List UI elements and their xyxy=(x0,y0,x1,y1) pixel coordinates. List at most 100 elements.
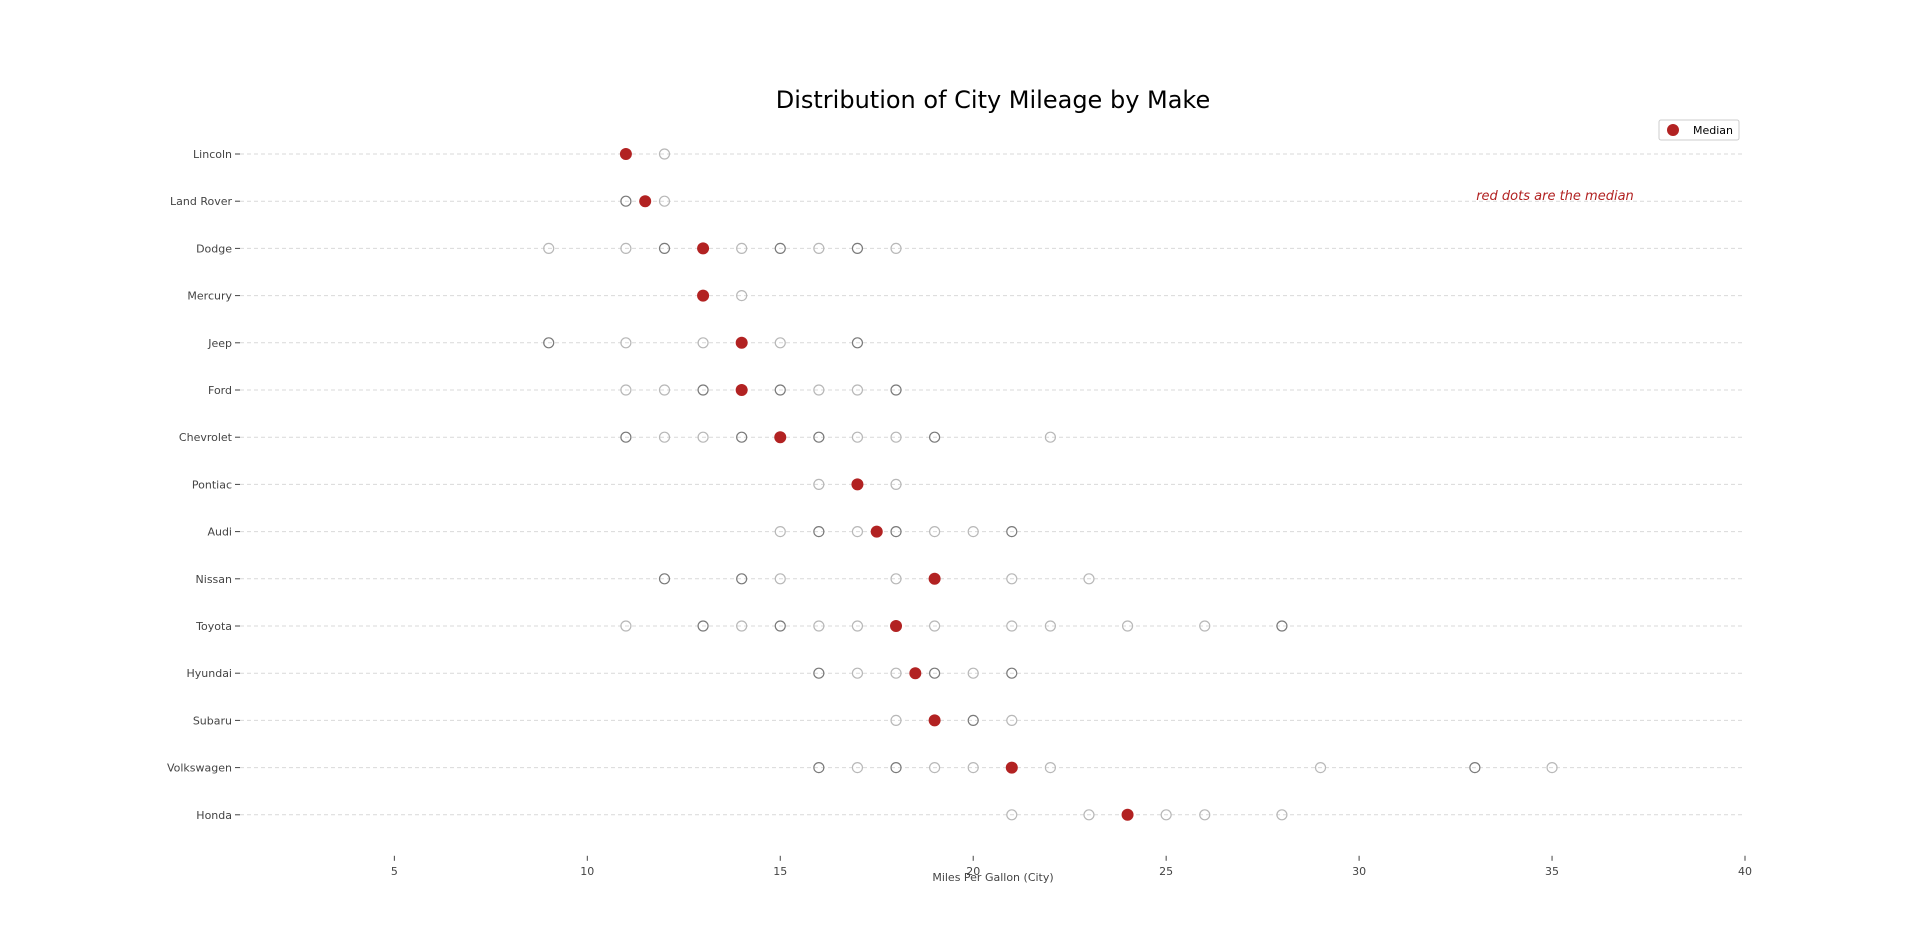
data-point-land-rover xyxy=(658,195,671,207)
data-point-nissan xyxy=(890,573,902,585)
data-point-volkswagen xyxy=(1546,761,1558,774)
median-point-lincoln xyxy=(619,148,632,160)
data-point-land-rover xyxy=(620,195,632,207)
data-point-toyota xyxy=(697,620,709,632)
median-point-chevrolet xyxy=(774,431,787,444)
data-point-hyundai xyxy=(929,667,941,679)
data-point-ford xyxy=(774,384,786,396)
data-point-volkswagen xyxy=(1314,761,1327,774)
data-point-volkswagen xyxy=(890,761,902,774)
data-point-ford xyxy=(813,384,825,396)
data-point-nissan xyxy=(658,573,671,585)
legend: Median xyxy=(1658,119,1740,141)
ytick-label-jeep: Jeep xyxy=(207,337,232,350)
data-point-jeep xyxy=(774,337,786,349)
data-point-pontiac xyxy=(890,478,902,490)
grid-layer xyxy=(240,153,1745,816)
data-point-toyota xyxy=(851,620,864,632)
median-point-pontiac xyxy=(851,478,864,491)
data-point-volkswagen xyxy=(967,761,979,774)
data-point-chevrolet xyxy=(1044,431,1056,443)
median-point-volkswagen xyxy=(1005,761,1018,774)
data-point-toyota xyxy=(1044,620,1056,632)
data-point-honda xyxy=(1083,809,1095,821)
data-point-jeep xyxy=(851,337,864,349)
data-point-toyota xyxy=(1006,620,1018,632)
data-point-audi xyxy=(967,525,979,538)
data-point-volkswagen xyxy=(1044,761,1056,774)
data-point-pontiac xyxy=(813,478,825,490)
ytick-label-subaru: Subaru xyxy=(193,714,232,727)
data-point-dodge xyxy=(543,242,555,254)
data-point-ford xyxy=(697,384,709,396)
data-point-dodge xyxy=(774,242,786,254)
median-point-subaru xyxy=(928,714,941,727)
data-point-ford xyxy=(658,384,671,396)
median-point-dodge xyxy=(697,242,710,255)
data-point-volkswagen xyxy=(851,761,864,774)
x-axis-label: Miles Per Gallon (City) xyxy=(932,871,1053,884)
data-point-jeep xyxy=(620,337,632,349)
xtick-label-35: 35 xyxy=(1545,865,1559,878)
median-point-toyota xyxy=(890,620,903,632)
data-point-chevrolet xyxy=(697,431,709,443)
y-axis: Lincoln Land Rover Dodge Mercury Jeep Ford Che… xyxy=(167,148,240,822)
ytick-label-lincoln: Lincoln xyxy=(193,148,232,161)
data-point-hyundai xyxy=(1006,667,1018,679)
data-point-dodge xyxy=(813,242,825,254)
legend-median-label: Median xyxy=(1693,124,1733,137)
data-point-honda xyxy=(1276,809,1288,821)
data-point-subaru xyxy=(890,714,902,727)
data-point-chevrolet xyxy=(620,431,632,443)
data-point-ford xyxy=(890,384,902,396)
ytick-label-pontiac: Pontiac xyxy=(192,478,232,491)
median-point-hyundai xyxy=(909,667,922,680)
data-point-volkswagen xyxy=(813,761,825,774)
data-point-toyota xyxy=(929,620,941,632)
data-point-dodge xyxy=(620,242,632,254)
data-point-nissan xyxy=(1083,573,1095,585)
ytick-label-toyota: Toyota xyxy=(195,620,232,633)
data-point-mercury xyxy=(736,290,748,302)
data-point-audi xyxy=(774,525,786,538)
data-point-dodge xyxy=(658,242,671,254)
data-point-honda xyxy=(1006,809,1018,821)
data-point-chevrolet xyxy=(813,431,825,443)
data-point-audi xyxy=(890,525,902,538)
median-point-audi xyxy=(870,525,883,538)
median-annotation: red dots are the median xyxy=(1476,189,1634,204)
x-axis: 5 10 15 20 25 30 35 40 xyxy=(391,855,1752,878)
legend-median-marker xyxy=(1667,124,1679,136)
data-point-audi xyxy=(813,525,825,538)
data-point-chevrolet xyxy=(929,431,941,443)
xtick-label-40: 40 xyxy=(1738,865,1752,878)
data-point-ford xyxy=(620,384,632,396)
data-point-hyundai xyxy=(851,667,864,679)
xtick-label-30: 30 xyxy=(1352,865,1366,878)
ytick-label-land-rover: Land Rover xyxy=(170,195,232,208)
ytick-label-dodge: Dodge xyxy=(196,242,232,255)
data-point-toyota xyxy=(620,620,632,632)
ytick-label-hyundai: Hyundai xyxy=(186,667,232,680)
data-point-toyota xyxy=(1121,620,1134,632)
data-point-hyundai xyxy=(967,667,979,679)
ytick-label-volkswagen: Volkswagen xyxy=(167,762,232,775)
data-point-subaru xyxy=(1006,714,1018,727)
data-point-audi xyxy=(1006,525,1018,538)
ytick-label-audi: Audi xyxy=(207,526,232,539)
ytick-label-mercury: Mercury xyxy=(187,290,232,303)
xtick-label-25: 25 xyxy=(1159,865,1173,878)
data-point-chevrolet xyxy=(658,431,671,443)
data-point-honda xyxy=(1160,809,1172,821)
data-point-dodge xyxy=(890,242,902,254)
chart-title: Distribution of City Mileage by Make xyxy=(776,86,1211,114)
xtick-label-10: 10 xyxy=(580,865,594,878)
data-point-ford xyxy=(851,384,864,396)
median-point-land-rover xyxy=(639,195,652,208)
xtick-label-20: 20 xyxy=(966,865,980,878)
data-point-toyota xyxy=(1276,620,1288,632)
legend-box xyxy=(1658,119,1740,141)
data-point-nissan xyxy=(736,573,748,585)
data-point-chevrolet xyxy=(890,431,902,443)
median-point-honda xyxy=(1121,808,1134,821)
